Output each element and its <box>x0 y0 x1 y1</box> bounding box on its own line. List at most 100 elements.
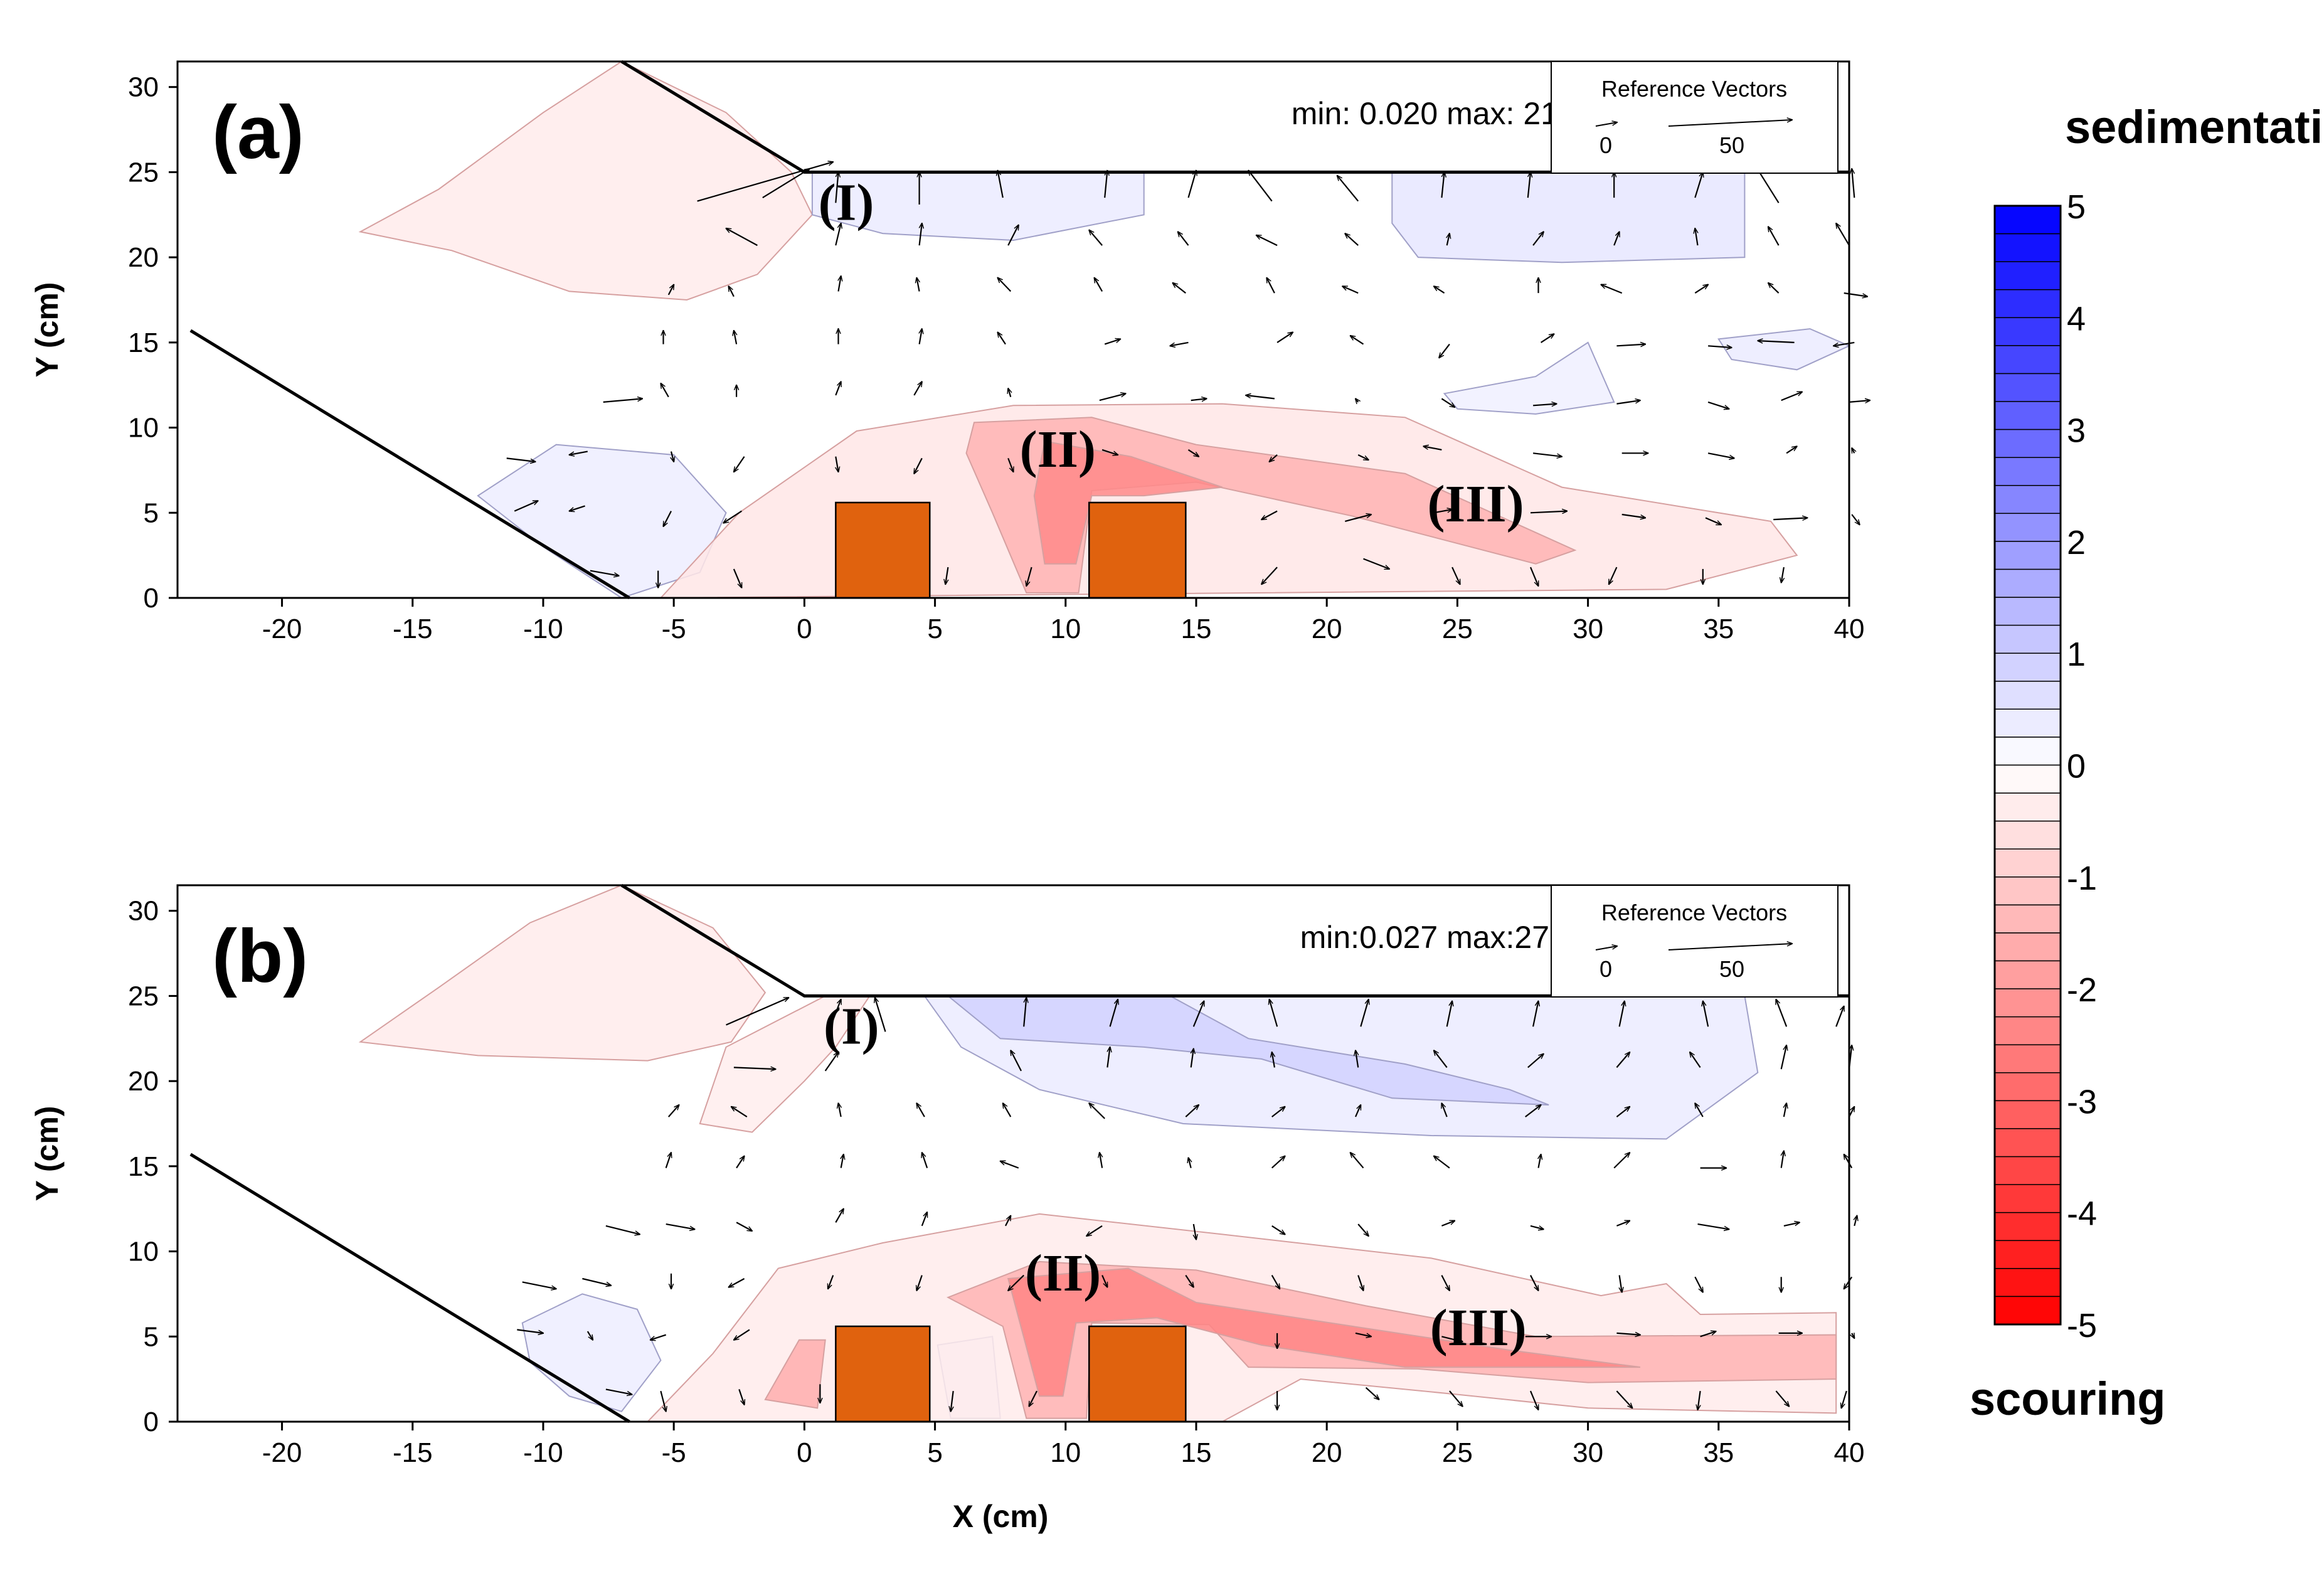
velocity-vector <box>1270 999 1278 1027</box>
velocity-vector <box>514 501 538 512</box>
velocity-vector <box>1441 1103 1448 1117</box>
velocity-vector <box>1705 517 1721 525</box>
velocity-vector <box>1844 292 1867 297</box>
velocity-vector <box>1773 518 1807 519</box>
velocity-vector <box>1768 283 1780 294</box>
y-tick-label: 25 <box>128 981 159 1011</box>
y-tick-label: 25 <box>128 157 159 188</box>
velocity-vector <box>1616 1107 1630 1117</box>
velocity-vector <box>916 1275 923 1291</box>
velocity-vector <box>1621 513 1646 518</box>
region-label: (II) <box>1020 420 1096 479</box>
velocity-vector <box>1601 285 1623 294</box>
velocity-vector <box>734 1329 750 1339</box>
velocity-vector <box>1854 1216 1857 1227</box>
velocity-vector <box>1023 998 1026 1027</box>
colorbar-tick-label: -2 <box>2067 971 2097 1009</box>
velocity-vector <box>1708 346 1732 348</box>
colorbar-band <box>1994 708 2061 738</box>
velocity-vector <box>1707 401 1729 409</box>
colorbar-band <box>1994 541 2061 570</box>
velocity-vector <box>1529 1390 1539 1410</box>
velocity-vector <box>1106 1047 1110 1068</box>
velocity-vector <box>671 451 674 462</box>
velocity-vector <box>1011 1050 1022 1072</box>
velocity-vector <box>1189 1158 1191 1168</box>
velocity-vector <box>664 511 672 526</box>
velocity-vector <box>998 333 1006 345</box>
velocity-vector <box>603 398 642 403</box>
obstacle-2 <box>1088 501 1187 599</box>
velocity-vector <box>570 505 585 511</box>
velocity-vector <box>1781 1151 1784 1168</box>
x-tick-label: 15 <box>1181 614 1212 644</box>
colorbar-band <box>1994 1156 2061 1185</box>
velocity-vector <box>1441 398 1455 407</box>
velocity-vector <box>1271 1225 1285 1235</box>
axes: -20 -15 -10 -5 0 5 10 15 20 25 30 35 40 0 5 10 15 20 25 30 Y… <box>29 72 1864 644</box>
colorbar-tick-label: -5 <box>2067 1307 2097 1345</box>
velocity-vector <box>1525 1105 1541 1117</box>
colorbar-band <box>1994 1100 2061 1129</box>
velocity-vector <box>1342 286 1359 294</box>
velocity-vector <box>1784 1103 1786 1117</box>
region-label: (I) <box>819 173 874 232</box>
x-tick-label: -20 <box>262 614 302 644</box>
x-tick-label: -5 <box>662 614 686 644</box>
reference-label-0: 0 <box>1600 132 1612 158</box>
panel-label: (b) <box>212 914 308 998</box>
velocity-vector <box>1616 1333 1640 1335</box>
x-tick-label: 25 <box>1442 1437 1473 1468</box>
velocity-vector <box>734 456 745 472</box>
scour-zone-0 <box>358 884 767 1062</box>
velocity-vector <box>1248 171 1273 202</box>
velocity-vector <box>1355 1332 1371 1336</box>
reference-arrow-large <box>1668 120 1792 127</box>
colorbar-band <box>1994 513 2061 542</box>
sedimentation-zone-2 <box>1391 171 1746 264</box>
velocity-vector <box>1707 452 1734 458</box>
colorbar-band <box>1994 681 2061 710</box>
colorbar-band <box>1994 373 2061 402</box>
colorbar-tick-label: -4 <box>2067 1195 2097 1233</box>
velocity-vector <box>1363 558 1390 569</box>
reference-vectors-frame <box>1551 885 1839 998</box>
velocity-vector <box>913 381 922 396</box>
velocity-vector <box>605 1225 640 1235</box>
sedimentation-zone-3 <box>946 995 1549 1106</box>
reference-arrow-small <box>1595 946 1617 951</box>
velocity-vector <box>1271 1107 1285 1117</box>
velocity-vector <box>1703 1001 1709 1027</box>
x-tick-label: -20 <box>262 1437 302 1468</box>
velocity-vector <box>1851 514 1860 525</box>
velocity-vector <box>1852 1333 1854 1338</box>
x-tick-label: -15 <box>393 1437 433 1468</box>
scour-zone-0 <box>358 60 814 301</box>
boundary-line-1 <box>189 1153 630 1424</box>
velocity-vector <box>1768 226 1780 246</box>
velocity-vector <box>914 457 923 474</box>
colorbar-band <box>1994 960 2061 989</box>
plot-frame <box>176 884 1850 1423</box>
colorbar-band <box>1994 792 2061 822</box>
velocity-vectors <box>506 162 1870 588</box>
colorbar-band <box>1994 1212 2061 1242</box>
velocity-vector <box>736 1222 752 1231</box>
x-tick-label: 30 <box>1573 1437 1603 1468</box>
colorbar-band <box>1994 1296 2061 1325</box>
velocity-vector <box>1008 1274 1024 1291</box>
region-label: (III) <box>1430 1299 1527 1357</box>
x-tick-label: 40 <box>1834 1437 1865 1468</box>
velocity-vector <box>1187 449 1199 457</box>
colorbar-body: 5 4 3 2 1 0 -1 -2 -3 -4 -5 <box>1993 188 2097 1345</box>
contour-zones <box>358 884 1837 1422</box>
velocity-vector <box>1781 392 1802 402</box>
colorbar-band <box>1994 317 2061 346</box>
velocity-vector <box>1694 172 1703 198</box>
velocity-vector <box>921 1212 927 1227</box>
velocity-vector <box>920 329 922 344</box>
velocity-vector <box>1609 567 1618 584</box>
velocity-vector <box>570 450 588 455</box>
plot-frame <box>176 60 1850 599</box>
velocity-vector <box>951 1390 953 1412</box>
